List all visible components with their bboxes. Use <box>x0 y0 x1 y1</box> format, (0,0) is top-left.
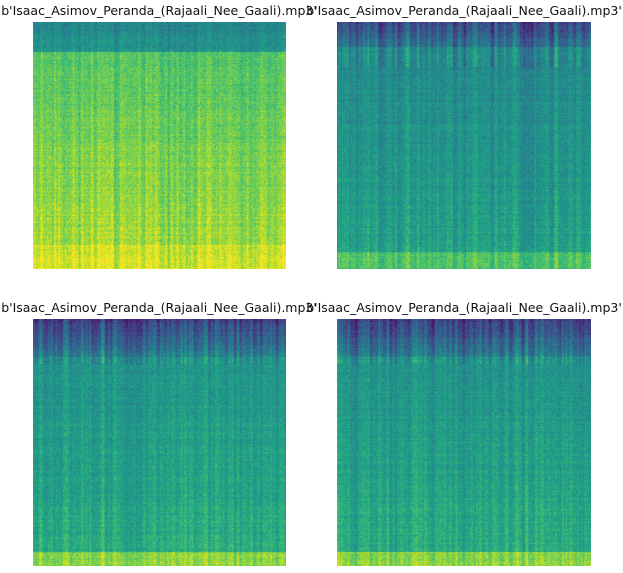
spectrogram-heatmap <box>33 319 286 566</box>
spectrogram-heatmap <box>33 22 286 269</box>
panel-title: b'Isaac_Asimov_Peranda_(Rajaali_Nee_Gaal… <box>1 3 317 18</box>
spectrogram-heatmap <box>337 22 591 269</box>
spectrogram-heatmap <box>337 319 591 566</box>
panel-title: b'Isaac_Asimov_Peranda_(Rajaali_Nee_Gaal… <box>306 3 622 18</box>
panel-title: b'Isaac_Asimov_Peranda_(Rajaali_Nee_Gaal… <box>1 300 317 315</box>
panel-title: b'Isaac_Asimov_Peranda_(Rajaali_Nee_Gaal… <box>306 300 622 315</box>
